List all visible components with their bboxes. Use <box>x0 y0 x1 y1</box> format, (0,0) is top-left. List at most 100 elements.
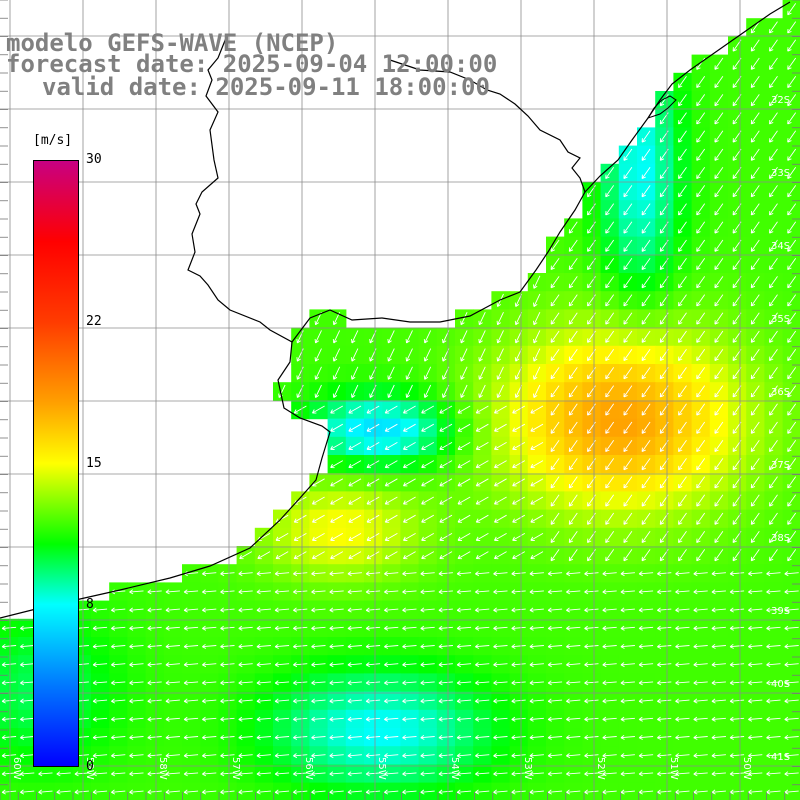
wind-arrow <box>714 312 724 325</box>
wind-arrow <box>620 789 635 795</box>
wind-arrow <box>220 662 235 668</box>
wind-arrow <box>657 753 672 759</box>
wind-arrow <box>20 680 35 686</box>
wind-arrow <box>403 533 416 541</box>
wind-arrow <box>638 771 654 777</box>
wind-arrow <box>438 643 453 649</box>
wind-arrow <box>438 716 453 722</box>
wind-arrow <box>493 589 508 595</box>
wind-arrow <box>714 148 724 161</box>
wind-arrow <box>769 130 778 143</box>
wind-arrow <box>750 476 760 489</box>
wind-arrow <box>550 512 560 525</box>
wind-arrow <box>641 185 651 198</box>
wind-arrow <box>512 423 526 432</box>
wind-arrow <box>293 771 308 777</box>
wind-arrow <box>493 698 508 704</box>
wind-arrow <box>714 549 724 562</box>
wind-arrow <box>493 789 508 795</box>
wind-arrow <box>329 662 344 668</box>
wind-arrow <box>714 367 724 380</box>
wind-arrow <box>274 734 290 740</box>
wind-arrow <box>769 166 778 180</box>
longitude-label: 55W <box>376 757 387 780</box>
wind-arrow <box>475 514 489 523</box>
wind-arrow <box>641 512 651 525</box>
wind-arrow <box>750 185 760 198</box>
wind-arrow <box>311 698 326 704</box>
wind-arrow <box>493 753 508 759</box>
wind-arrow <box>787 94 797 107</box>
wind-arrow <box>511 625 526 631</box>
wind-arrow <box>605 385 615 398</box>
wind-arrow <box>678 549 687 562</box>
wind-arrow <box>784 589 799 595</box>
wind-arrow <box>623 221 633 234</box>
wind-arrow <box>638 734 654 740</box>
wind-arrow <box>711 643 726 649</box>
wind-arrow <box>238 625 253 631</box>
wind-arrow <box>568 512 578 525</box>
wind-arrow <box>438 571 453 577</box>
wind-arrow <box>657 698 672 704</box>
wind-arrow <box>566 662 581 668</box>
wind-arrow <box>421 423 435 432</box>
wind-arrow <box>766 589 781 595</box>
wind-arrow <box>494 478 507 487</box>
wind-arrow <box>568 458 578 471</box>
longitude-label: 53W <box>522 757 533 780</box>
wind-arrow <box>533 312 541 326</box>
wind-arrow <box>641 367 651 380</box>
wind-arrow <box>530 478 544 487</box>
wind-arrow <box>274 789 290 795</box>
wind-arrow <box>165 716 180 722</box>
wind-arrow <box>787 494 797 507</box>
wind-arrow <box>620 571 635 577</box>
wind-arrow <box>714 94 724 107</box>
wind-arrow <box>20 698 35 704</box>
latitude-label: 40S <box>771 679 790 690</box>
wind-arrow <box>314 348 322 362</box>
wind-arrow <box>641 494 651 507</box>
wind-arrow <box>384 514 398 523</box>
wind-arrow <box>750 421 760 434</box>
wind-arrow <box>183 716 199 722</box>
wind-arrow <box>402 698 417 704</box>
wind-arrow <box>147 607 162 613</box>
wind-arrow <box>405 384 413 398</box>
wind-arrow <box>293 789 308 795</box>
wind-arrow <box>366 496 380 505</box>
wind-arrow <box>420 734 435 740</box>
wind-arrow <box>529 571 544 577</box>
wind-arrow <box>547 589 563 595</box>
wind-arrow <box>696 330 706 343</box>
wind-arrow <box>550 403 560 416</box>
wind-arrow <box>605 203 615 216</box>
wind-arrow <box>623 403 633 416</box>
wind-arrow <box>550 530 560 544</box>
wind-arrow <box>347 753 362 759</box>
wind-arrow <box>92 607 108 613</box>
wind-arrow <box>439 442 453 450</box>
wind-arrow <box>366 423 380 432</box>
wind-arrow <box>421 478 435 487</box>
wind-arrow <box>605 439 615 453</box>
wind-arrow <box>605 221 615 234</box>
wind-arrow <box>784 571 799 577</box>
wind-arrow <box>714 130 724 143</box>
wind-arrow <box>678 203 687 216</box>
wind-arrow <box>769 403 778 416</box>
wind-arrow <box>460 348 468 362</box>
wind-arrow <box>274 607 290 613</box>
wind-arrow <box>56 789 71 795</box>
wind-arrow <box>332 348 341 362</box>
wind-arrow <box>750 549 760 562</box>
wind-arrow <box>347 734 362 740</box>
wind-arrow <box>584 643 599 649</box>
wind-arrow <box>623 294 633 307</box>
wind-arrow <box>220 625 235 631</box>
wind-arrow <box>384 662 399 668</box>
wind-arrow <box>311 643 326 649</box>
wind-arrow <box>714 57 724 70</box>
wind-arrow <box>784 789 799 795</box>
